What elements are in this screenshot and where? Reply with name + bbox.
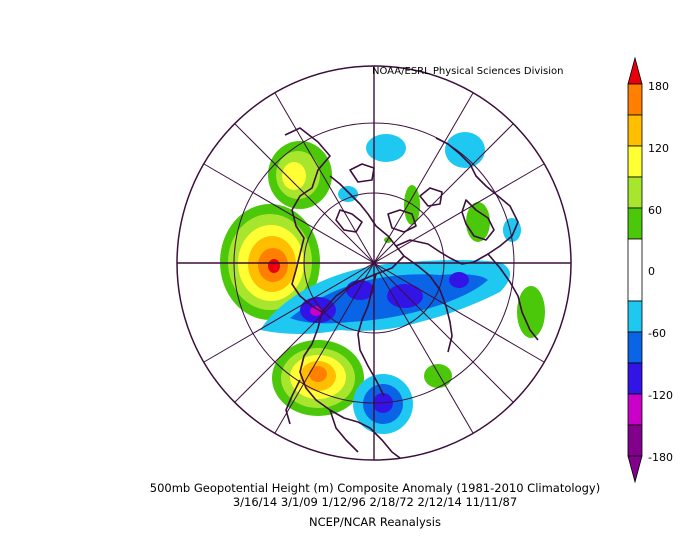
map-dates: 3/16/14 3/1/09 1/12/96 2/18/72 2/12/14 1… [232,495,518,509]
positive-anomaly-europe [424,364,452,388]
colorbar-tick-0: 0 [648,265,655,278]
positive-anomaly-greenland [466,202,490,242]
coastlines [284,127,539,459]
positive-anomaly-asia [272,340,364,416]
positive-anomaly-west-na [220,204,320,320]
colorbar-tick-n120: -120 [648,389,673,402]
negative-anomaly-pacific [353,374,413,434]
negative-anomaly-north-2 [445,132,485,168]
positive-anomaly-alaska [268,141,332,209]
negative-anomaly-north-1 [366,134,406,162]
colorbar-tick-60: 60 [648,204,662,217]
colorbar-tick-180: 180 [648,80,669,93]
positive-anomaly-east [517,286,545,338]
anomaly-field [220,132,545,434]
colorbar [627,56,643,484]
credit-text: NOAA/ESRL Physical Sciences Division [372,66,564,77]
map-graticule [176,65,572,461]
colorbar-tick-n180: -180 [648,451,673,464]
map-source: NCEP/NCAR Reanalysis [309,515,441,529]
colorbar-tick-120: 120 [648,142,669,155]
colorbar-tick-n60: -60 [648,327,666,340]
positive-anomaly-arctic [404,185,420,225]
map-title: 500mb Geopotential Height (m) Composite … [149,481,601,495]
